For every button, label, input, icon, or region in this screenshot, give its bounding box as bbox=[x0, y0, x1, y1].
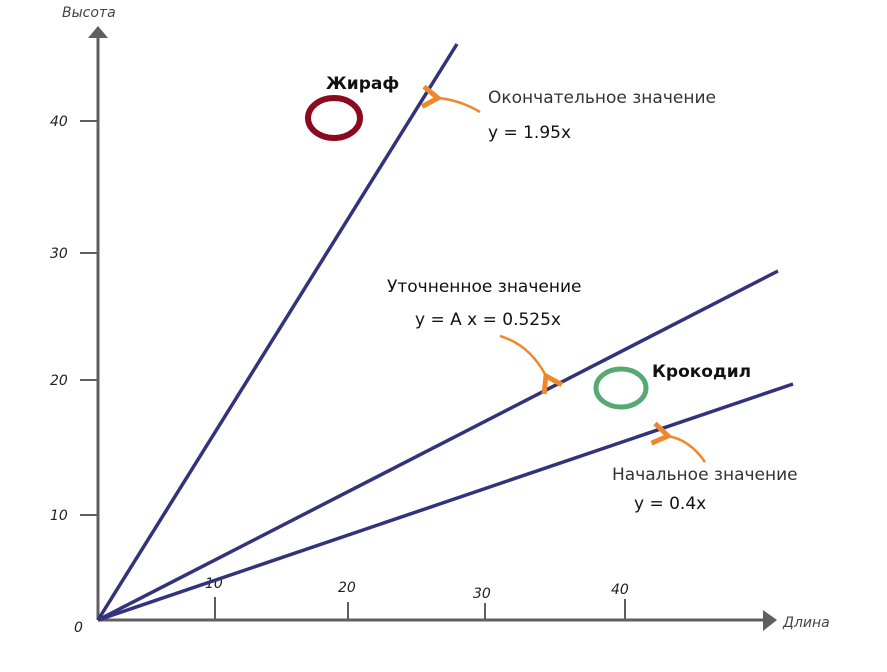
arrow-initial bbox=[650, 421, 707, 463]
arrow-final bbox=[420, 84, 481, 114]
point-crocodile bbox=[593, 366, 649, 410]
point-label-giraffe: Жираф bbox=[326, 74, 399, 94]
equation-refined: y = A x = 0.525x bbox=[415, 310, 561, 330]
x-axis-arrow-icon bbox=[763, 610, 777, 631]
x-axis-label: Длина bbox=[782, 615, 830, 631]
x-tick-label: 20 bbox=[338, 580, 356, 596]
label-initial: Начальное значение bbox=[612, 465, 798, 485]
y-tick-label: 40 bbox=[50, 114, 68, 130]
arrow-refined bbox=[499, 334, 563, 395]
y-axis-arrow-icon bbox=[88, 26, 108, 38]
x-tick-label: 40 bbox=[611, 582, 629, 598]
label-final: Окончательное значение bbox=[488, 88, 716, 108]
point-label-crocodile: Крокодил bbox=[652, 362, 751, 382]
y-tick-label: 10 bbox=[50, 508, 68, 524]
line-refined bbox=[97, 269, 779, 622]
y-tick-label: 30 bbox=[50, 246, 68, 262]
point-giraffe bbox=[305, 95, 363, 141]
y-ticks: 10 20 30 40 bbox=[50, 114, 98, 524]
equation-final: y = 1.95x bbox=[488, 123, 571, 143]
y-axis-label: Высота bbox=[62, 5, 116, 21]
x-tick-label: 30 bbox=[473, 586, 491, 602]
x-ticks: 10 20 30 40 bbox=[205, 576, 629, 620]
label-refined: Уточненное значение bbox=[387, 277, 581, 297]
line-final bbox=[96, 43, 459, 621]
y-tick-label: 20 bbox=[50, 373, 68, 389]
line-initial bbox=[97, 382, 794, 622]
equation-initial: y = 0.4x bbox=[634, 494, 706, 514]
origin-label: 0 bbox=[74, 620, 83, 636]
